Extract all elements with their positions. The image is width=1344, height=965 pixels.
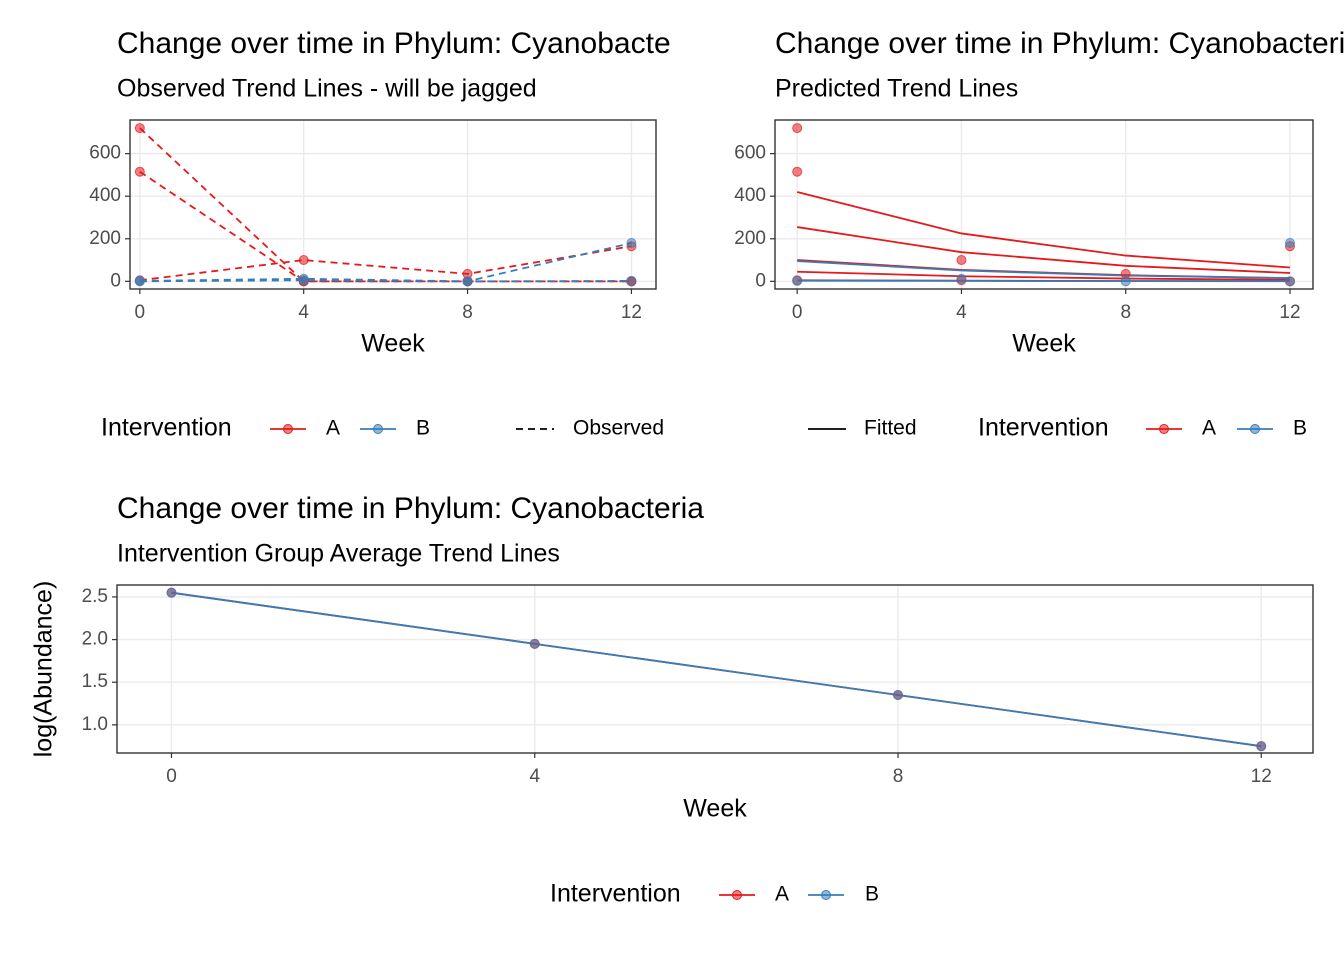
- x-tick-label: 12: [1279, 302, 1300, 323]
- y-tick-label: 200: [89, 228, 121, 249]
- data-point: [626, 238, 637, 249]
- legend-label: Fitted: [864, 417, 917, 440]
- y-tick-label: 400: [734, 185, 766, 206]
- x-tick-label: 8: [1120, 302, 1131, 323]
- legend-label: B: [416, 417, 430, 440]
- legend-key-point: [732, 890, 742, 900]
- trend-line: [797, 270, 1291, 281]
- legend-key-point: [821, 890, 831, 900]
- data-point: [792, 166, 803, 177]
- y-tick-label: 1.0: [82, 714, 108, 735]
- legend-title: Intervention: [978, 414, 1109, 442]
- data-point: [166, 587, 177, 598]
- legend-label: A: [1202, 417, 1216, 440]
- x-tick-label: 12: [1251, 766, 1272, 787]
- data-point: [1256, 741, 1267, 752]
- x-axis-title: Week: [683, 795, 747, 823]
- chart-subtitle: Predicted Trend Lines: [775, 75, 1018, 103]
- panel-border: [774, 119, 1314, 290]
- data-point: [1285, 276, 1296, 287]
- y-tick-label: 0: [755, 270, 766, 291]
- legend-label: B: [865, 883, 879, 906]
- x-tick-label: 12: [621, 302, 642, 323]
- trend-line: [139, 279, 632, 283]
- data-point: [529, 638, 540, 649]
- legend-key-point: [1250, 424, 1260, 434]
- legend-key-point: [1159, 424, 1169, 434]
- x-tick-label: 0: [792, 302, 803, 323]
- y-tick-label: 200: [734, 228, 766, 249]
- data-point: [792, 123, 803, 134]
- legend-label: A: [775, 883, 789, 906]
- data-point: [1120, 276, 1131, 287]
- data-point: [298, 275, 309, 286]
- data-point: [792, 275, 803, 286]
- chart-title: Change over time in Phylum: Cyanobacteri…: [775, 27, 1344, 60]
- data-point: [134, 166, 145, 177]
- data-point: [626, 275, 637, 286]
- x-tick-label: 8: [893, 766, 904, 787]
- chart-subtitle: Intervention Group Average Trend Lines: [117, 540, 560, 568]
- y-tick-label: 1.5: [82, 671, 108, 692]
- legend-key-point: [283, 424, 293, 434]
- y-tick-label: 2.5: [82, 586, 108, 607]
- y-tick-label: 600: [734, 143, 766, 164]
- x-axis-title: Week: [1012, 330, 1076, 358]
- legend-label: Observed: [573, 417, 664, 440]
- y-tick-label: 400: [89, 185, 121, 206]
- trend-line: [139, 245, 632, 282]
- data-point: [134, 276, 145, 287]
- x-tick-label: 4: [956, 302, 967, 323]
- x-tick-label: 4: [298, 302, 309, 323]
- y-tick-label: 0: [110, 270, 121, 291]
- trend-line: [171, 591, 1262, 748]
- x-axis-title: Week: [361, 330, 425, 358]
- trend-line: [797, 279, 1291, 283]
- y-tick-label: 600: [89, 143, 121, 164]
- x-tick-label: 0: [166, 766, 177, 787]
- chart-subtitle: Observed Trend Lines - will be jagged: [117, 75, 537, 103]
- legend-label: B: [1293, 417, 1307, 440]
- data-point: [1285, 238, 1296, 249]
- trend-line: [797, 226, 1291, 274]
- data-point: [134, 123, 145, 134]
- legend-label: A: [326, 417, 340, 440]
- data-point: [956, 255, 967, 266]
- trend-line: [797, 260, 1291, 280]
- panel-border: [116, 584, 1314, 754]
- plot-panel: [130, 120, 656, 289]
- chart-title: Change over time in Phylum: Cyanobacteri…: [117, 492, 704, 525]
- legend-title: Intervention: [550, 880, 681, 908]
- data-point: [892, 690, 903, 701]
- y-axis-title: log(Abundance): [30, 581, 58, 758]
- panel-border: [129, 119, 657, 290]
- plot-panel: [775, 120, 1313, 289]
- legend-key-point: [373, 424, 383, 434]
- x-tick-label: 8: [462, 302, 473, 323]
- data-point: [462, 276, 473, 287]
- trend-line: [796, 191, 1291, 269]
- data-point: [956, 273, 967, 284]
- data-point: [298, 255, 309, 266]
- x-tick-label: 4: [529, 766, 540, 787]
- x-tick-label: 0: [135, 302, 146, 323]
- chart-title: Change over time in Phylum: Cyanobacteri…: [117, 27, 704, 60]
- y-tick-label: 2.0: [82, 629, 108, 650]
- legend-title: Intervention: [101, 414, 232, 442]
